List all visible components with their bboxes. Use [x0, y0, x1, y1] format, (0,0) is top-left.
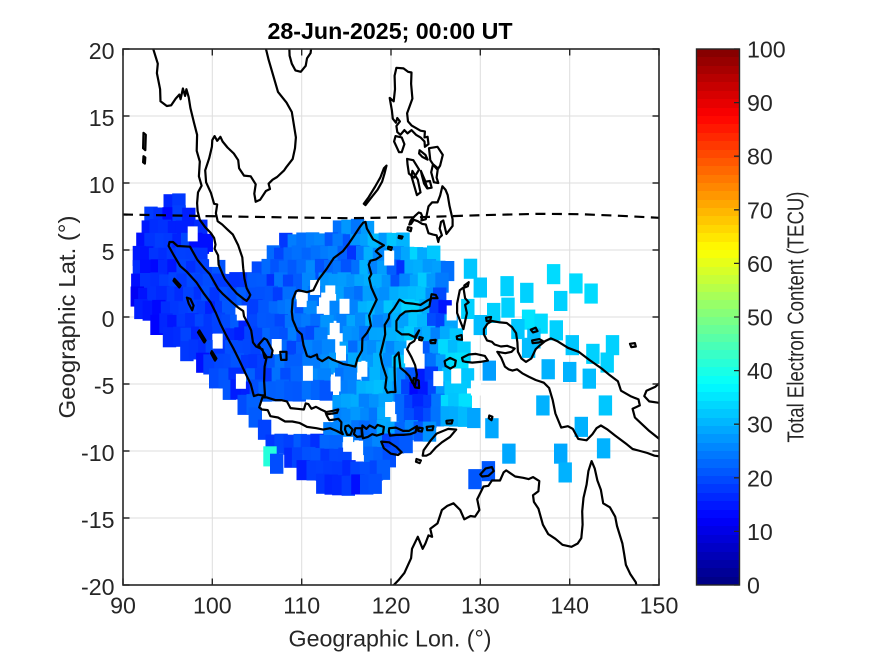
svg-text:90: 90 — [110, 593, 136, 619]
svg-text:100: 100 — [747, 37, 786, 63]
svg-text:140: 140 — [550, 593, 589, 619]
svg-text:-15: -15 — [81, 507, 115, 533]
svg-text:28-Jun-2025; 00:00 UT: 28-Jun-2025; 00:00 UT — [268, 18, 514, 44]
svg-text:-5: -5 — [94, 373, 115, 399]
svg-text:80: 80 — [747, 144, 773, 170]
svg-text:Total Electron Content (TECU): Total Electron Content (TECU) — [783, 192, 809, 443]
svg-text:-20: -20 — [81, 574, 115, 600]
svg-text:20: 20 — [747, 465, 773, 491]
svg-text:0: 0 — [102, 306, 115, 332]
svg-text:10: 10 — [747, 519, 773, 545]
svg-text:5: 5 — [102, 239, 115, 265]
svg-text:150: 150 — [640, 593, 679, 619]
svg-text:120: 120 — [372, 593, 411, 619]
svg-text:50: 50 — [747, 305, 773, 331]
svg-text:90: 90 — [747, 90, 773, 116]
svg-text:110: 110 — [283, 593, 320, 619]
svg-text:15: 15 — [89, 105, 115, 131]
svg-text:Geographic Lon. (°): Geographic Lon. (°) — [289, 626, 492, 652]
svg-text:20: 20 — [89, 38, 115, 64]
svg-text:60: 60 — [747, 251, 773, 277]
svg-text:Geographic Lat. (°): Geographic Lat. (°) — [54, 216, 80, 419]
svg-text:30: 30 — [747, 412, 773, 438]
svg-text:0: 0 — [747, 573, 760, 599]
svg-text:10: 10 — [89, 172, 115, 198]
svg-text:130: 130 — [461, 593, 500, 619]
svg-text:70: 70 — [747, 197, 773, 223]
svg-text:40: 40 — [747, 358, 773, 384]
svg-text:-10: -10 — [81, 440, 115, 466]
svg-text:100: 100 — [193, 593, 232, 619]
